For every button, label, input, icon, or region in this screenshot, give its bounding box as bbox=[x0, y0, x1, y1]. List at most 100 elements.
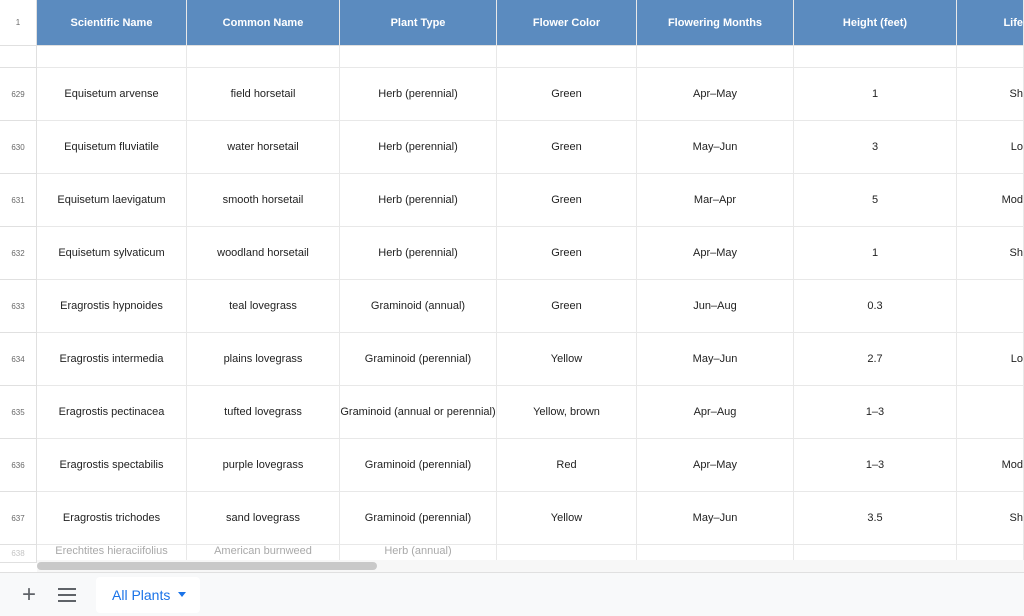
cell-life[interactable]: Mod bbox=[957, 174, 1024, 227]
sheet-tab-active[interactable]: All Plants bbox=[96, 577, 200, 613]
cell-flower-color[interactable]: Green bbox=[497, 68, 637, 121]
cell[interactable] bbox=[637, 46, 794, 68]
cell-scientific-name[interactable]: Equisetum laevigatum bbox=[37, 174, 187, 227]
cell-height[interactable]: 2.7 bbox=[794, 333, 957, 386]
cell-common-name[interactable]: woodland horsetail bbox=[187, 227, 340, 280]
cell-common-name[interactable]: purple lovegrass bbox=[187, 439, 340, 492]
cell-life[interactable]: Lo bbox=[957, 333, 1024, 386]
row-number[interactable]: 631 bbox=[0, 174, 37, 227]
col-header-flower-color[interactable]: Flower Color bbox=[497, 0, 637, 46]
cell-life[interactable]: Sh bbox=[957, 68, 1024, 121]
col-header-plant-type[interactable]: Plant Type bbox=[340, 0, 497, 46]
col-header-flowering-months[interactable]: Flowering Months bbox=[637, 0, 794, 46]
cell-height[interactable]: 3.5 bbox=[794, 492, 957, 545]
cell-flower-color[interactable]: Yellow bbox=[497, 333, 637, 386]
cell-height[interactable]: 0.3 bbox=[794, 280, 957, 333]
cell-scientific-name[interactable]: Eragrostis pectinacea bbox=[37, 386, 187, 439]
cell-life[interactable]: Sh bbox=[957, 227, 1024, 280]
cell-scientific-name[interactable]: Equisetum fluviatile bbox=[37, 121, 187, 174]
cell-flowering-months[interactable]: Apr–Aug bbox=[637, 386, 794, 439]
row-number[interactable]: 633 bbox=[0, 280, 37, 333]
row-number[interactable]: 635 bbox=[0, 386, 37, 439]
cell-height[interactable]: 5 bbox=[794, 174, 957, 227]
cell-life[interactable]: Sh bbox=[957, 492, 1024, 545]
cell-plant-type[interactable]: Graminoid (annual or perennial) bbox=[340, 386, 497, 439]
sheet-tab-label: All Plants bbox=[112, 587, 170, 603]
row-number[interactable]: 629 bbox=[0, 68, 37, 121]
cell-plant-type[interactable]: Herb (perennial) bbox=[340, 227, 497, 280]
cell-plant-type[interactable]: Graminoid (perennial) bbox=[340, 492, 497, 545]
table-row: 634 Eragrostis intermedia plains lovegra… bbox=[0, 333, 1024, 386]
row-number[interactable]: 632 bbox=[0, 227, 37, 280]
cell[interactable] bbox=[37, 46, 187, 68]
cell-scientific-name[interactable]: Equisetum arvense bbox=[37, 68, 187, 121]
cell-life[interactable] bbox=[957, 386, 1024, 439]
cell-flowering-months[interactable]: Apr–May bbox=[637, 68, 794, 121]
cell-height[interactable]: 1 bbox=[794, 227, 957, 280]
col-header-life[interactable]: Life bbox=[957, 0, 1024, 46]
cell-common-name[interactable]: tufted lovegrass bbox=[187, 386, 340, 439]
cell-common-name[interactable]: smooth horsetail bbox=[187, 174, 340, 227]
cell-plant-type[interactable]: Graminoid (perennial) bbox=[340, 333, 497, 386]
cell-life[interactable] bbox=[957, 280, 1024, 333]
cell-flowering-months[interactable]: Apr–May bbox=[637, 439, 794, 492]
cell-common-name[interactable]: plains lovegrass bbox=[187, 333, 340, 386]
col-header-height[interactable]: Height (feet) bbox=[794, 0, 957, 46]
horizontal-scrollbar-thumb[interactable] bbox=[37, 562, 377, 570]
cell[interactable] bbox=[187, 46, 340, 68]
row-number[interactable]: 634 bbox=[0, 333, 37, 386]
cell-plant-type[interactable]: Graminoid (perennial) bbox=[340, 439, 497, 492]
cell[interactable] bbox=[957, 46, 1024, 68]
select-all-corner[interactable]: 1 bbox=[0, 0, 37, 46]
cell-flowering-months[interactable]: Mar–Apr bbox=[637, 174, 794, 227]
cell-scientific-name[interactable]: Eragrostis intermedia bbox=[37, 333, 187, 386]
cell-life[interactable]: Lo bbox=[957, 121, 1024, 174]
col-header-scientific-name[interactable]: Scientific Name bbox=[37, 0, 187, 46]
row-number[interactable]: 636 bbox=[0, 439, 37, 492]
all-sheets-button[interactable] bbox=[48, 577, 86, 613]
cell-flowering-months[interactable]: Apr–May bbox=[637, 227, 794, 280]
add-sheet-button[interactable]: + bbox=[10, 577, 48, 613]
col-header-common-name[interactable]: Common Name bbox=[187, 0, 340, 46]
table-row: 637 Eragrostis trichodes sand lovegrass … bbox=[0, 492, 1024, 545]
row-number[interactable]: 637 bbox=[0, 492, 37, 545]
row-number[interactable] bbox=[0, 46, 37, 68]
cell-common-name[interactable]: teal lovegrass bbox=[187, 280, 340, 333]
cell-common-name[interactable]: field horsetail bbox=[187, 68, 340, 121]
cell-flower-color[interactable]: Green bbox=[497, 174, 637, 227]
cell-height[interactable]: 1–3 bbox=[794, 386, 957, 439]
cell-scientific-name[interactable]: Eragrostis hypnoides bbox=[37, 280, 187, 333]
cell-plant-type[interactable]: Graminoid (annual) bbox=[340, 280, 497, 333]
cell-height[interactable]: 3 bbox=[794, 121, 957, 174]
cell-flower-color[interactable]: Green bbox=[497, 280, 637, 333]
cell-flowering-months[interactable]: May–Jun bbox=[637, 121, 794, 174]
cell-height[interactable]: 1 bbox=[794, 68, 957, 121]
cell[interactable] bbox=[497, 46, 637, 68]
cell-flower-color[interactable]: Green bbox=[497, 227, 637, 280]
cell-flower-color[interactable]: Red bbox=[497, 439, 637, 492]
cell-plant-type[interactable]: Herb (perennial) bbox=[340, 68, 497, 121]
cell-height[interactable]: 1–3 bbox=[794, 439, 957, 492]
cell-flowering-months[interactable]: Jun–Aug bbox=[637, 280, 794, 333]
cell-flowering-months[interactable]: May–Jun bbox=[637, 333, 794, 386]
table-row: 633 Eragrostis hypnoides teal lovegrass … bbox=[0, 280, 1024, 333]
cell[interactable] bbox=[340, 46, 497, 68]
cell-flower-color[interactable]: Yellow bbox=[497, 492, 637, 545]
table-row: 635 Eragrostis pectinacea tufted lovegra… bbox=[0, 386, 1024, 439]
cell-flowering-months[interactable]: May–Jun bbox=[637, 492, 794, 545]
cell-plant-type[interactable]: Herb (perennial) bbox=[340, 174, 497, 227]
cell-flower-color[interactable]: Green bbox=[497, 121, 637, 174]
cell-scientific-name[interactable]: Eragrostis trichodes bbox=[37, 492, 187, 545]
cell-scientific-name[interactable]: Eragrostis spectabilis bbox=[37, 439, 187, 492]
cell-flower-color[interactable]: Yellow, brown bbox=[497, 386, 637, 439]
cell-scientific-name[interactable]: Equisetum sylvaticum bbox=[37, 227, 187, 280]
cell[interactable] bbox=[794, 46, 957, 68]
row-number[interactable]: 638 bbox=[0, 545, 37, 563]
cell-life[interactable]: Mod bbox=[957, 439, 1024, 492]
row-number[interactable]: 630 bbox=[0, 121, 37, 174]
cell-common-name[interactable]: sand lovegrass bbox=[187, 492, 340, 545]
cell-common-name[interactable]: water horsetail bbox=[187, 121, 340, 174]
horizontal-scrollbar[interactable] bbox=[37, 560, 1024, 572]
cell-plant-type[interactable]: Herb (perennial) bbox=[340, 121, 497, 174]
chevron-down-icon bbox=[178, 592, 186, 597]
